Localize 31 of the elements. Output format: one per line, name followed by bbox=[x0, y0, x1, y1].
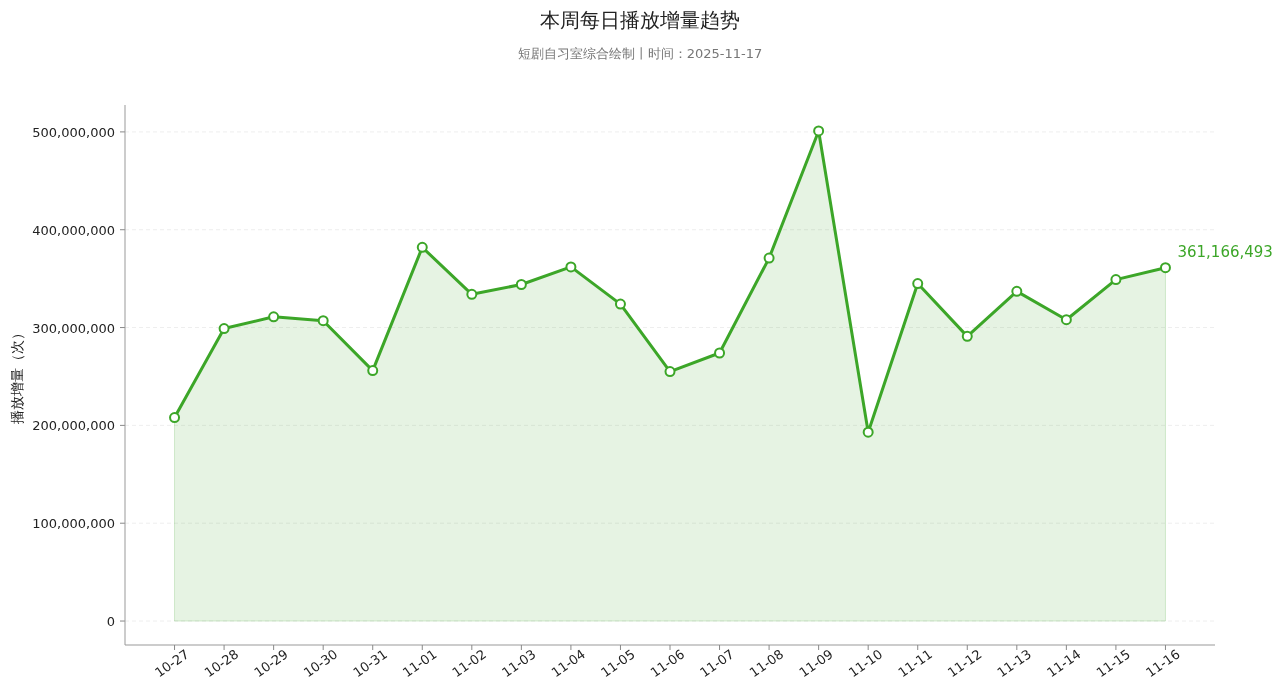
point bbox=[813, 125, 825, 137]
point bbox=[862, 426, 874, 438]
chart-title: 本周每日播放增量趋势 bbox=[540, 8, 740, 32]
y-tick-label: 400,000,000 bbox=[32, 222, 115, 238]
point bbox=[714, 347, 726, 359]
point bbox=[466, 288, 478, 300]
point bbox=[317, 315, 329, 327]
point bbox=[218, 323, 230, 335]
y-tick-label: 0 bbox=[106, 614, 115, 630]
point bbox=[664, 366, 676, 378]
y-tick-label: 100,000,000 bbox=[32, 516, 115, 532]
data-label: 361,166,493 bbox=[1177, 242, 1273, 261]
point bbox=[515, 279, 527, 291]
y-tick-label: 500,000,000 bbox=[32, 124, 115, 140]
point bbox=[367, 365, 379, 377]
y-axis-title: 播放增量（次） bbox=[9, 326, 25, 424]
point bbox=[912, 278, 924, 290]
point bbox=[1110, 274, 1122, 286]
point bbox=[268, 311, 280, 323]
chart-subtitle: 短剧自习室综合绘制丨时间：2025-11-17 bbox=[517, 46, 763, 61]
point bbox=[614, 298, 626, 310]
point bbox=[169, 412, 181, 424]
point bbox=[1060, 314, 1072, 326]
point bbox=[1011, 285, 1023, 297]
point bbox=[416, 241, 428, 253]
point bbox=[1159, 262, 1171, 274]
y-tick-label: 300,000,000 bbox=[32, 320, 115, 336]
point bbox=[763, 252, 775, 264]
point bbox=[961, 330, 973, 342]
y-tick-label: 200,000,000 bbox=[32, 418, 115, 434]
point bbox=[565, 261, 577, 273]
